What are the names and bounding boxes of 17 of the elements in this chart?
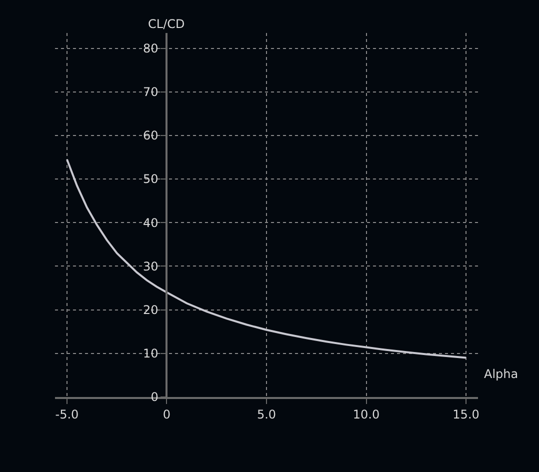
x-axis-title: Alpha <box>484 367 518 381</box>
x-tick-label: 0 <box>162 407 171 422</box>
y-axis-title: CL/CD <box>148 17 185 31</box>
y-tick-label: 70 <box>143 85 158 100</box>
x-tick-label: 15.0 <box>452 407 480 422</box>
y-tick-label: 0 <box>150 390 158 404</box>
y-tick-label: 60 <box>143 128 158 143</box>
y-tick-label: 20 <box>143 303 158 318</box>
y-tick-label: 10 <box>143 346 158 361</box>
y-tick-label: 30 <box>143 259 158 274</box>
y-tick-label: 50 <box>143 172 158 186</box>
x-tick-label: 5.0 <box>256 407 276 422</box>
x-tick-label: 10.0 <box>352 407 380 422</box>
y-tick-label: 80 <box>143 41 158 56</box>
y-tick-label: 40 <box>143 216 158 230</box>
x-tick-label: -5.0 <box>55 407 79 422</box>
line-series <box>66 158 468 359</box>
